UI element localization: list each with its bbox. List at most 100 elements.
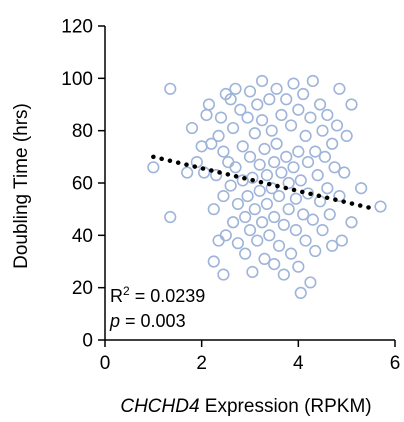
- data-point: [234, 103, 247, 116]
- data-point: [239, 247, 252, 260]
- data-point: [301, 155, 315, 169]
- data-point: [316, 124, 329, 137]
- data-point: [253, 184, 266, 197]
- data-point: [268, 155, 281, 169]
- data-point: [268, 210, 281, 224]
- data-point: [272, 239, 286, 252]
- data-point: [287, 77, 300, 90]
- data-point: [333, 189, 346, 203]
- x-tick-label: 6: [390, 353, 401, 374]
- data-point: [236, 140, 249, 153]
- data-point: [275, 108, 288, 122]
- data-point: [255, 114, 269, 127]
- y-tick-label: 80: [72, 121, 93, 142]
- data-point: [323, 208, 336, 221]
- x-tick-label: 4: [293, 353, 304, 374]
- data-point: [217, 189, 230, 203]
- data-point: [202, 98, 216, 111]
- data-point: [340, 129, 353, 142]
- y-tick-label: 120: [61, 17, 93, 38]
- data-point: [243, 85, 257, 98]
- data-point: [239, 210, 252, 224]
- data-point: [217, 145, 230, 158]
- data-point: [294, 174, 307, 187]
- data-point: [280, 150, 293, 163]
- data-point: [219, 229, 232, 242]
- data-point: [270, 137, 283, 150]
- data-point: [282, 176, 295, 190]
- data-point: [226, 216, 240, 229]
- data-point: [222, 155, 235, 169]
- data-point: [258, 142, 271, 156]
- x-axis-ticks: 0 2 4 6: [100, 340, 401, 374]
- data-point: [212, 129, 225, 142]
- data-point: [246, 171, 259, 184]
- data-point: [297, 87, 310, 101]
- data-point: [318, 150, 332, 163]
- y-tick-label: 20: [72, 278, 93, 299]
- data-point: [345, 216, 358, 229]
- data-point: [241, 189, 254, 203]
- data-point: [299, 129, 312, 142]
- data-point: [374, 200, 387, 213]
- data-point: [270, 82, 283, 95]
- data-point: [309, 145, 322, 158]
- data-point: [316, 224, 329, 237]
- data-point: [207, 203, 220, 216]
- x-tick-label: 2: [196, 353, 207, 374]
- data-point: [306, 74, 319, 88]
- data-point: [243, 224, 257, 237]
- data-point: [226, 121, 240, 135]
- data-point: [345, 98, 358, 111]
- data-point: [210, 169, 223, 182]
- data-point: [355, 182, 368, 195]
- data-point: [272, 189, 286, 203]
- data-point: [212, 234, 225, 247]
- data-point: [251, 234, 264, 247]
- data-point: [275, 166, 288, 179]
- data-point: [287, 161, 300, 174]
- data-point: [185, 121, 199, 135]
- data-point: [243, 150, 257, 163]
- data-point: [292, 103, 305, 116]
- data-point: [326, 137, 339, 150]
- data-point: [147, 161, 160, 174]
- data-point: [205, 137, 218, 150]
- data-point: [304, 276, 317, 289]
- data-point: [277, 268, 290, 281]
- data-point: [253, 158, 266, 171]
- data-point: [231, 197, 245, 211]
- data-point: [229, 161, 242, 174]
- data-point: [255, 216, 269, 229]
- data-point: [306, 213, 319, 226]
- data-point: [292, 260, 305, 273]
- data-point: [258, 252, 271, 265]
- data-point: [263, 229, 276, 242]
- data-point: [284, 247, 298, 260]
- data-point: [255, 74, 269, 88]
- data-point: [321, 182, 334, 195]
- data-point: [248, 127, 261, 140]
- scatter-points: [147, 74, 387, 300]
- data-point: [268, 258, 281, 271]
- data-point: [231, 237, 245, 250]
- data-point: [311, 169, 324, 182]
- data-point: [335, 234, 348, 247]
- data-point: [321, 108, 334, 122]
- data-point: [265, 124, 278, 137]
- data-point: [164, 210, 177, 224]
- data-point: [282, 203, 295, 216]
- data-point: [246, 265, 259, 279]
- y-tick-label: 40: [72, 226, 93, 247]
- x-tick-label: 0: [100, 353, 111, 374]
- data-point: [263, 93, 276, 106]
- data-point: [277, 218, 290, 231]
- x-axis-label: CHCHD4 Expression (RPKM): [120, 396, 371, 417]
- data-point: [248, 203, 261, 216]
- data-point: [292, 145, 305, 158]
- data-point: [260, 169, 274, 182]
- p-value-stat: p = 0.003: [109, 311, 186, 331]
- data-point: [294, 286, 307, 300]
- data-point: [224, 93, 237, 106]
